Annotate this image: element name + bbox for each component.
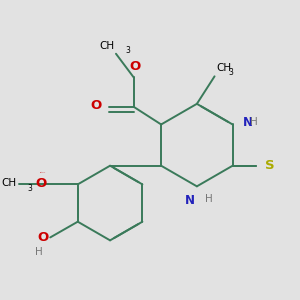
Text: O: O (37, 231, 48, 244)
Text: O: O (35, 177, 46, 190)
Text: S: S (265, 159, 274, 172)
Text: CH: CH (2, 178, 17, 188)
Text: N: N (242, 116, 252, 129)
Text: H: H (34, 247, 42, 257)
Text: 3: 3 (126, 46, 131, 55)
Text: methoxy: methoxy (40, 171, 46, 172)
Text: N: N (185, 194, 195, 207)
Text: H: H (250, 118, 258, 128)
Text: 3: 3 (28, 184, 32, 193)
Text: 3: 3 (228, 68, 233, 77)
Text: O: O (90, 99, 101, 112)
Text: O: O (129, 60, 140, 74)
Text: CH: CH (217, 63, 232, 74)
Text: CH: CH (99, 41, 114, 51)
Text: H: H (205, 194, 212, 204)
